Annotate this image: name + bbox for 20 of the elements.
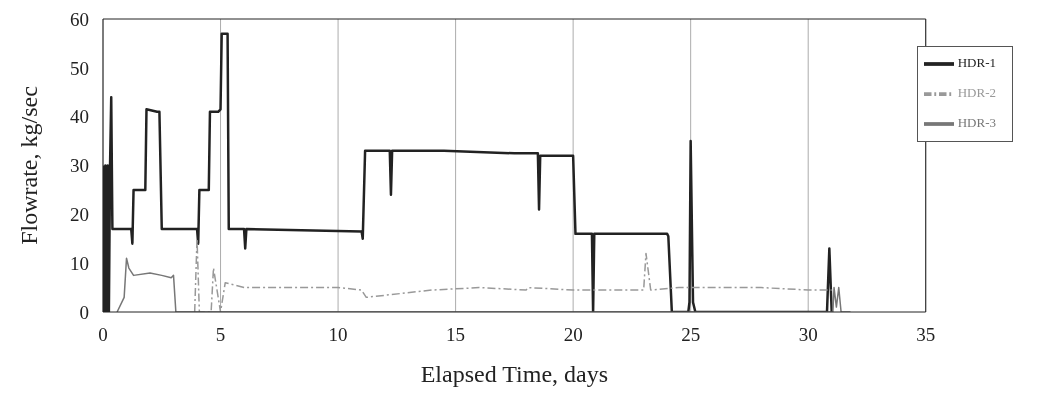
x-tick-label: 25	[681, 324, 701, 346]
x-tick-label: 35	[916, 324, 936, 346]
y-tick-label: 0	[79, 301, 89, 323]
legend-label: HDR-1	[957, 54, 996, 70]
y-tick-label: 50	[70, 57, 89, 79]
x-tick-label: 0	[98, 324, 108, 346]
legend-label: HDR-3	[957, 114, 996, 130]
x-tick-label: 15	[446, 324, 466, 346]
x-tick-label: 5	[215, 324, 226, 346]
x-tick-label: 20	[563, 324, 583, 346]
y-tick-label: 10	[70, 252, 89, 274]
y-axis-title: Flowrate, kg/sec	[15, 86, 42, 245]
y-tick-label: 20	[70, 204, 89, 226]
y-tick-label: 30	[70, 155, 89, 177]
y-tick-label: 40	[70, 106, 89, 128]
x-tick-label: 30	[798, 324, 818, 346]
y-tick-label: 60	[70, 8, 89, 30]
x-tick-label: 10	[328, 324, 348, 346]
x-axis-title: Elapsed Time, days	[420, 361, 609, 387]
legend-label: HDR-2	[957, 84, 996, 100]
